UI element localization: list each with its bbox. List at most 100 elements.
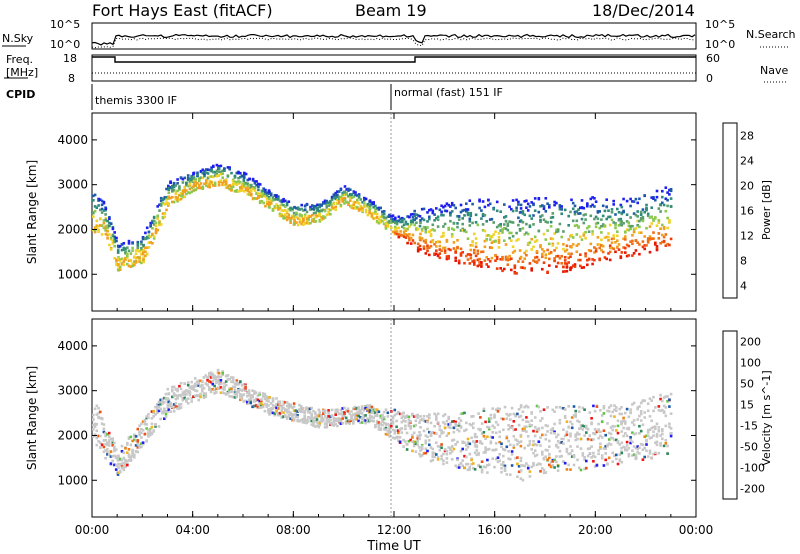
data-point [506, 256, 510, 259]
data-point [126, 246, 129, 249]
data-point [480, 250, 483, 254]
data-point [388, 214, 391, 217]
data-point [322, 412, 325, 415]
data-point [525, 206, 528, 209]
data-point [157, 400, 161, 404]
data-point [244, 172, 248, 176]
data-point [99, 434, 102, 438]
data-point [638, 231, 641, 234]
data-point [275, 198, 278, 201]
data-point [472, 415, 475, 418]
data-point [322, 419, 325, 422]
data-point [195, 389, 199, 393]
data-point [336, 408, 339, 411]
data-point [610, 241, 614, 244]
data-point [487, 258, 490, 261]
data-point [609, 414, 613, 418]
data-point [404, 440, 407, 443]
data-point [334, 193, 337, 196]
data-point [95, 206, 99, 209]
data-point [485, 263, 488, 266]
data-point [395, 419, 398, 423]
data-point [406, 222, 409, 226]
data-point [93, 230, 97, 234]
data-point [618, 443, 622, 446]
data-point [242, 178, 246, 182]
data-point [323, 415, 327, 418]
data-point [533, 416, 537, 419]
data-point [149, 224, 152, 227]
data-point [379, 219, 382, 223]
data-point [395, 425, 398, 429]
data-point [192, 188, 196, 192]
data-point [360, 412, 364, 415]
data-point [285, 210, 289, 214]
data-point [382, 216, 386, 219]
data-point [260, 191, 264, 195]
data-point [104, 213, 107, 216]
data-point [332, 202, 336, 206]
data-point [327, 418, 330, 421]
data-point [472, 462, 475, 465]
data-point [237, 190, 240, 193]
data-point [567, 238, 570, 241]
data-point [300, 207, 303, 211]
data-point [645, 203, 648, 207]
data-point [503, 267, 506, 271]
data-point [127, 455, 131, 459]
data-point [310, 406, 313, 410]
data-point [300, 220, 303, 223]
data-point [638, 446, 641, 450]
data-point [239, 380, 242, 383]
data-point [260, 193, 264, 196]
data-point [316, 203, 319, 207]
data-point [650, 237, 653, 240]
data-point [643, 399, 646, 402]
data-point [483, 214, 487, 217]
data-point [359, 408, 362, 412]
data-point [645, 434, 648, 438]
data-point [654, 198, 657, 202]
data-point [92, 199, 95, 202]
data-point [588, 434, 592, 437]
data-point [631, 254, 634, 257]
data-point [192, 384, 195, 388]
data-point [519, 266, 523, 269]
data-point [539, 436, 542, 439]
data-point [553, 200, 556, 204]
data-point [551, 427, 555, 430]
data-point [519, 207, 523, 210]
data-point [507, 428, 510, 431]
data-point [579, 258, 582, 262]
data-point [461, 447, 464, 451]
data-point [666, 198, 669, 202]
data-point [161, 400, 164, 403]
data-point [221, 169, 224, 172]
data-point [666, 444, 669, 448]
data-point [521, 410, 525, 414]
data-point [193, 377, 197, 380]
data-point [483, 239, 487, 243]
data-point [488, 246, 492, 249]
data-point [134, 256, 138, 260]
data-point [397, 410, 400, 414]
data-point [122, 258, 126, 261]
data-point [262, 194, 265, 197]
data-point [327, 409, 330, 412]
data-point [93, 209, 97, 213]
data-point [556, 230, 560, 233]
data-point [657, 237, 661, 240]
data-point [567, 439, 570, 442]
data-point [339, 195, 343, 199]
data-point [590, 417, 593, 420]
data-point [169, 196, 172, 200]
data-point [544, 256, 548, 260]
data-point [93, 228, 97, 232]
data-point [292, 409, 296, 412]
data-point [330, 414, 334, 418]
data-point [469, 214, 473, 218]
data-point [155, 403, 159, 406]
data-point [280, 199, 284, 202]
data-point [334, 417, 337, 421]
power-ylabel: Slant Range [km] [25, 160, 39, 264]
